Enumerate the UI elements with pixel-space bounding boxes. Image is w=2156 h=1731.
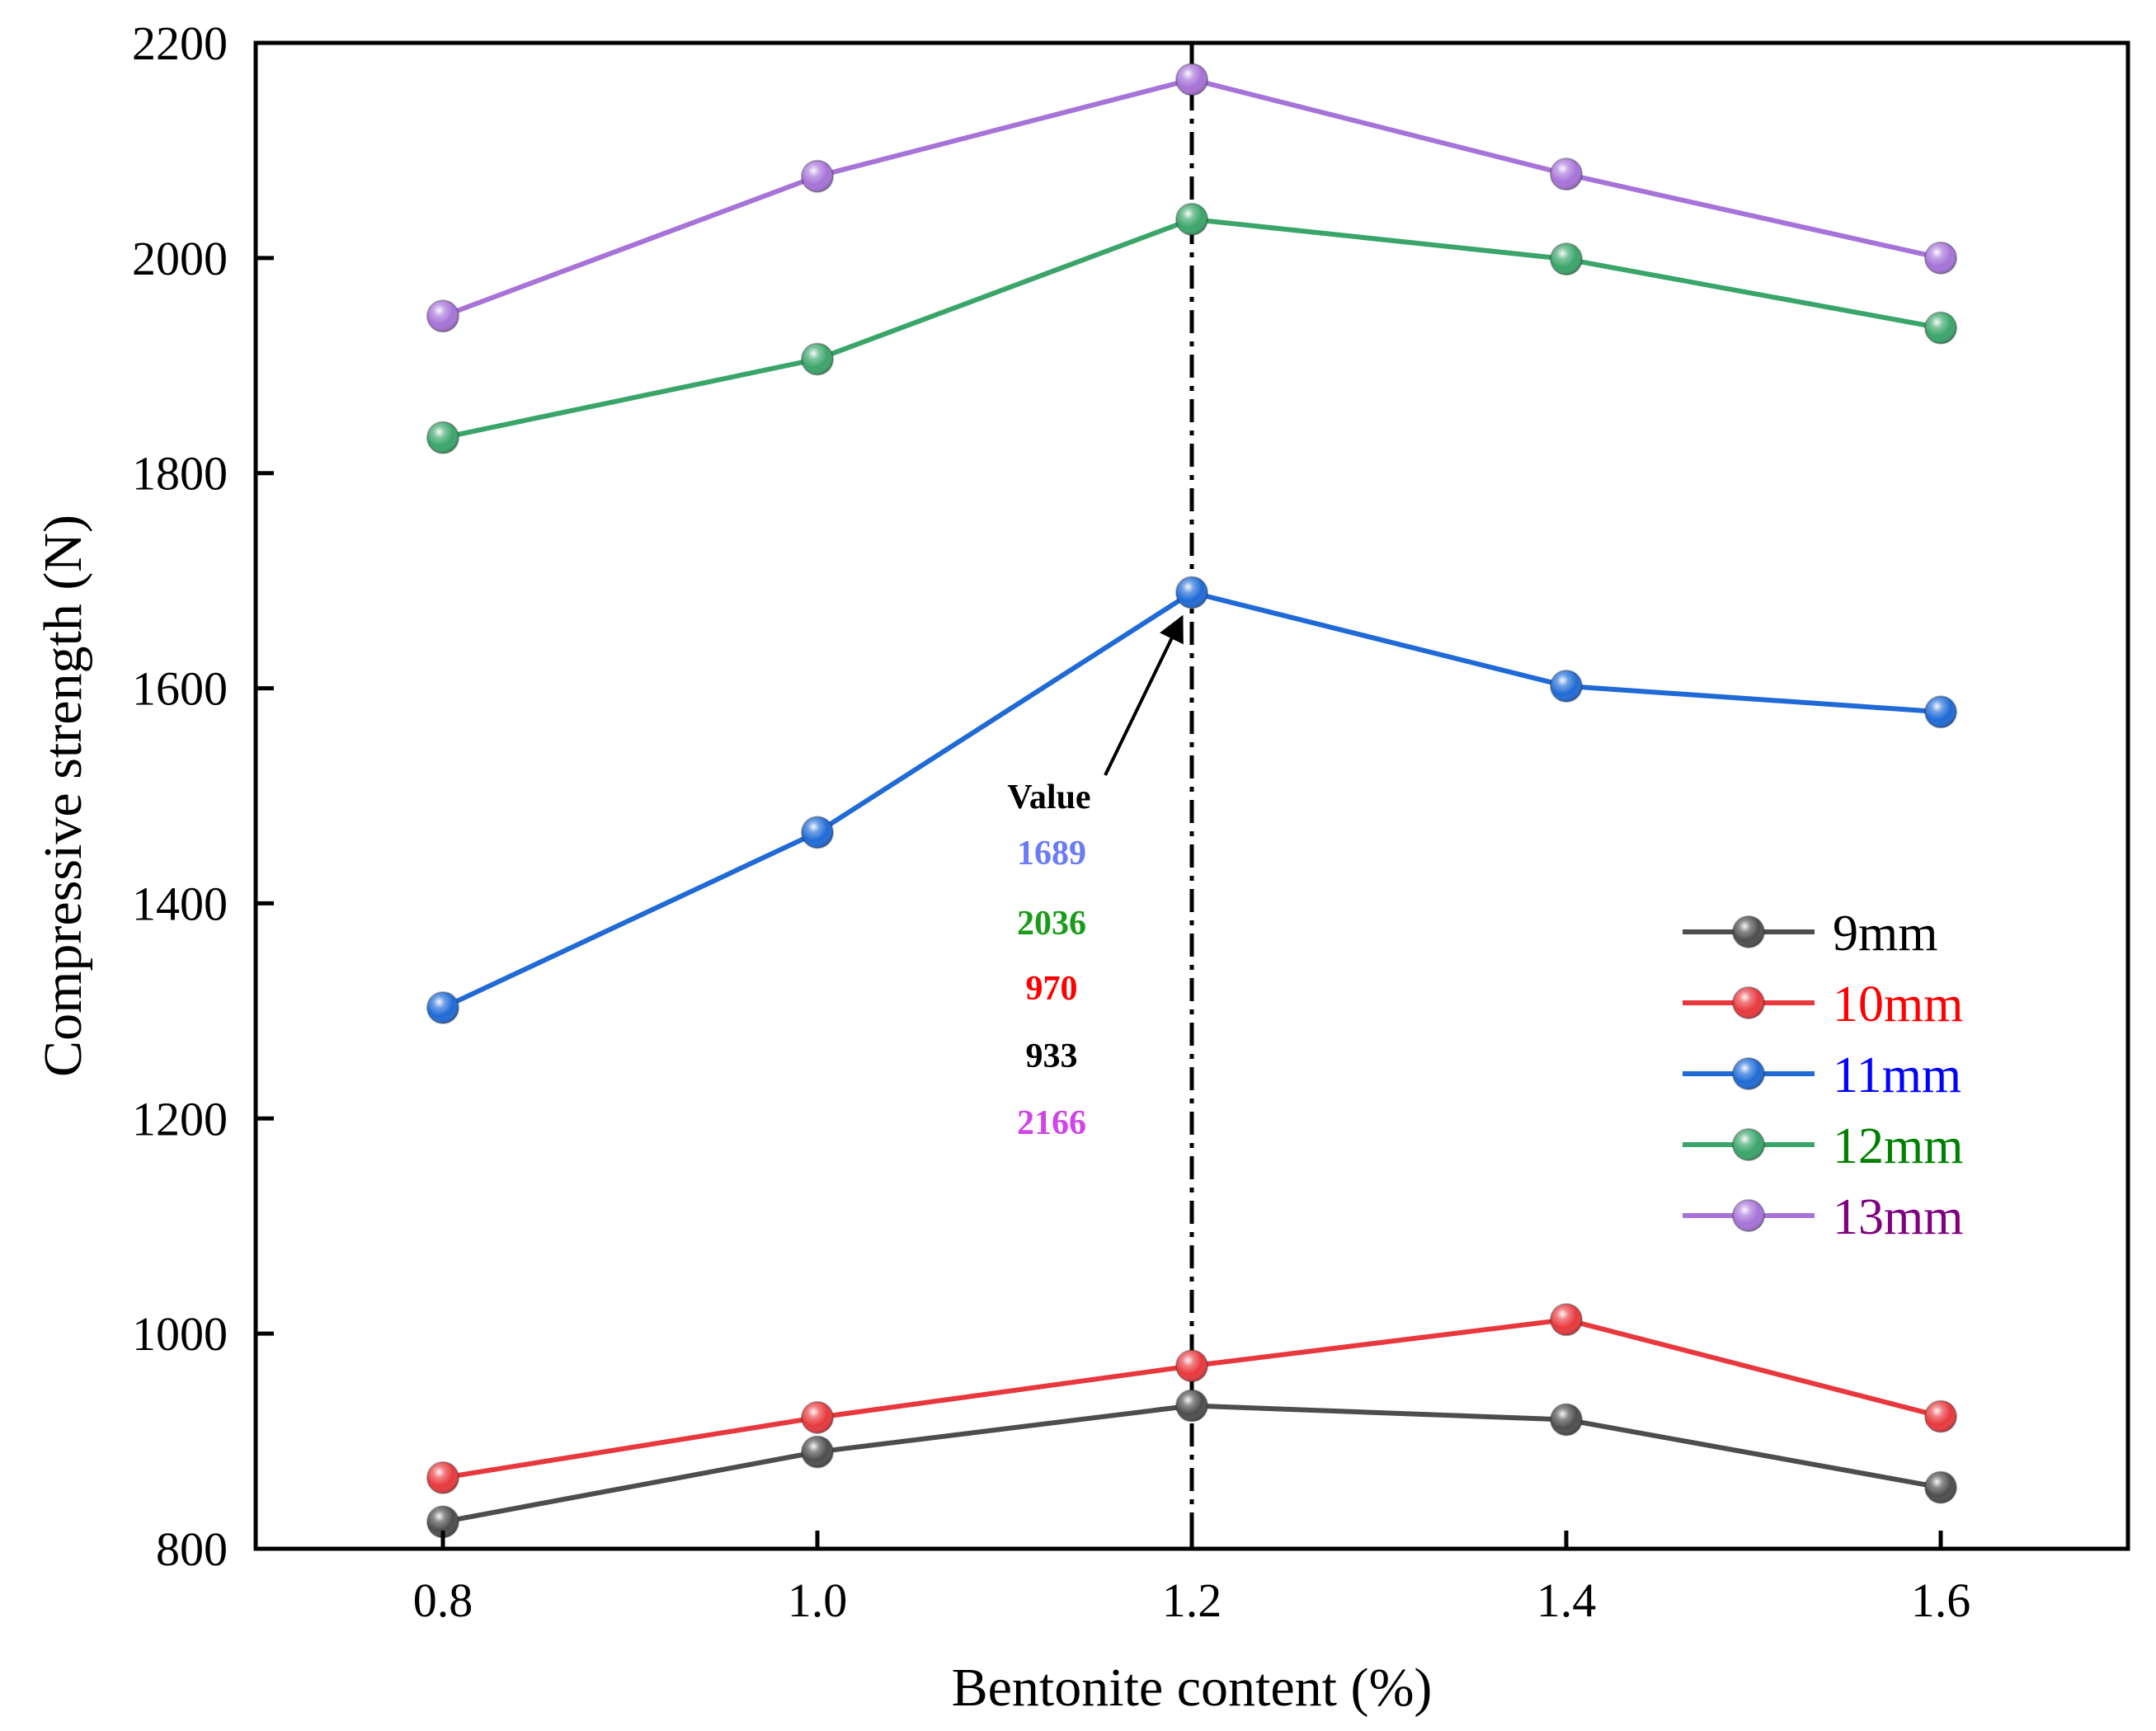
legend-label: 13mm [1833,1189,1963,1245]
annotation-value: 970 [1026,970,1078,1008]
marker-highlight [802,1401,833,1433]
data-point-9mm [1550,1403,1583,1437]
annotation-arrow [1104,614,1184,776]
data-point-10mm [801,1400,834,1434]
legend-item-12mm: 12mm [1683,1118,1963,1174]
marker-highlight [427,421,459,454]
x-tick-label: 0.8 [413,1573,473,1627]
legend-label: 11mm [1833,1047,1961,1103]
legend-marker-highlight [1733,1129,1764,1160]
axis-layer: 0.8 1.0 1.2 1.4 1.6 800 1000 1200 1400 1600 1800 20… [132,16,1970,1627]
y-axis-title: Compressive strength (N) [33,515,93,1077]
marker-highlight [1176,203,1207,235]
data-point-11mm [801,816,834,849]
data-point-9mm [426,1505,459,1539]
y-tick-label: 1400 [132,877,228,930]
legend-marker-highlight [1733,987,1764,1018]
legend: 9mm 10mm 11mm 12mm 13mm [1683,905,1963,1245]
data-point-12mm [1924,311,1957,345]
series-line-9mm [442,1403,1942,1525]
annotation-value: 1689 [1017,835,1086,873]
marker-highlight [427,1506,459,1538]
marker-highlight [427,1461,459,1493]
legend-label: 12mm [1833,1118,1963,1174]
data-point-11mm [1175,576,1208,609]
legend-marker-highlight [1733,1200,1764,1231]
marker-highlight [1176,64,1207,96]
legend-marker-highlight [1733,916,1764,948]
annotation: Value 1689 2036 970 933 2166 [1007,614,1184,1142]
y-tick-label: 1000 [132,1307,228,1361]
marker-layer [426,63,1957,1539]
legend-marker-highlight [1733,1058,1764,1089]
y-tick-label: 1600 [132,662,228,716]
marker-highlight [1176,1390,1207,1422]
data-point-10mm [1924,1399,1957,1433]
data-point-12mm [801,342,834,376]
annotation-value: 2036 [1017,905,1086,943]
marker-highlight [1551,158,1582,191]
marker-highlight [1925,696,1956,728]
data-point-13mm [426,299,459,333]
data-point-11mm [1924,695,1957,729]
data-point-13mm [1550,158,1583,191]
x-axis-title: Bentonite content (%) [952,1658,1433,1718]
data-point-9mm [1175,1389,1208,1423]
legend-label: 10mm [1833,976,1963,1032]
y-tick-label: 1200 [132,1092,228,1145]
data-point-10mm [426,1461,459,1494]
data-point-10mm [1175,1349,1208,1383]
legend-item-11mm: 11mm [1683,1047,1961,1103]
y-tick-label: 800 [156,1522,228,1576]
y-tick-label: 1800 [132,447,228,501]
marker-highlight [1925,242,1956,274]
marker-highlight [802,816,833,849]
marker-highlight [1551,1404,1582,1436]
data-point-13mm [1924,241,1957,275]
data-point-11mm [426,990,459,1024]
marker-highlight [1551,1304,1582,1336]
y-tick-label: 2000 [132,232,228,285]
data-point-12mm [426,421,459,454]
data-point-9mm [1924,1470,1957,1504]
marker-highlight [427,300,459,332]
x-tick-label: 1.4 [1537,1573,1597,1627]
legend-item-13mm: 13mm [1683,1189,1963,1245]
data-point-11mm [1550,669,1583,703]
data-point-12mm [1175,202,1208,236]
x-tick-label: 1.2 [1162,1573,1222,1627]
data-point-9mm [801,1435,834,1469]
data-point-13mm [801,159,834,193]
marker-highlight [1551,243,1582,275]
marker-highlight [802,160,833,192]
data-point-10mm [1550,1303,1583,1337]
marker-highlight [1176,1350,1207,1382]
legend-label: 9mm [1833,905,1937,962]
x-tick-label: 1.6 [1911,1573,1971,1627]
marker-highlight [1551,670,1582,702]
annotation-value: 933 [1026,1037,1078,1075]
legend-item-10mm: 10mm [1683,976,1963,1032]
data-point-13mm [1175,63,1208,96]
data-point-12mm [1550,242,1583,276]
x-tick-label: 1.0 [788,1573,848,1627]
legend-item-9mm: 9mm [1683,905,1937,962]
marker-highlight [802,1436,833,1468]
marker-highlight [427,991,459,1023]
marker-highlight [1925,1471,1956,1503]
marker-highlight [1925,312,1956,344]
annotation-value: 2166 [1017,1104,1086,1142]
annotation-title: Value [1007,778,1090,816]
marker-highlight [1176,576,1207,609]
marker-highlight [802,343,833,375]
y-tick-label: 2200 [132,16,228,70]
marker-highlight [1925,1400,1956,1432]
